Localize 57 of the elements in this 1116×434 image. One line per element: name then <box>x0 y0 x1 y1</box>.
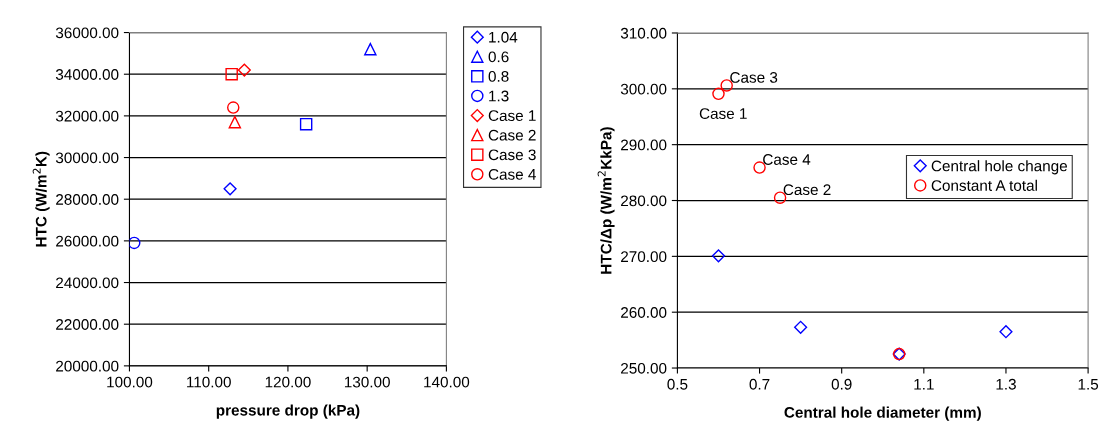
legend-label: 1.3 <box>489 90 509 102</box>
point <box>364 42 377 56</box>
point <box>794 320 808 334</box>
y-axis-title: HTC (W/m$^{2}$K) <box>32 151 50 247</box>
annotation: Case 4 <box>763 154 811 165</box>
legend-label: Case 4 <box>488 168 536 180</box>
legend-label: Central hole change <box>931 160 1067 175</box>
y-tick-label: 28000.00 <box>56 194 119 205</box>
x-tick-label: 1.1 <box>914 379 934 390</box>
y-tick-label: 250.00 <box>621 362 667 374</box>
y-tick-label: 36000.00 <box>55 27 119 39</box>
point <box>712 87 725 101</box>
y-tick-label: 22000.00 <box>56 319 119 330</box>
y-tick-label: 34000.00 <box>55 69 119 80</box>
legend-label: 0.8 <box>488 71 509 82</box>
x-tick-label: 110.00 <box>187 376 231 388</box>
annotation: Case 2 <box>783 184 831 196</box>
x-tick-label: 120.00 <box>265 376 311 388</box>
y-tick-label: 280.00 <box>621 195 667 207</box>
x-tick-label: 0.9 <box>831 378 852 390</box>
y-axis-title: HTC/Δp (W/m$^{2}$KkPa) <box>597 127 615 274</box>
legend-label: Case 2 <box>488 129 536 141</box>
legend-label: Case 1 <box>488 110 536 122</box>
x-tick-label: 1.5 <box>1078 379 1099 390</box>
point <box>228 115 242 129</box>
y-tick-label: 310.00 <box>620 27 667 39</box>
legend-label: Case 3 <box>488 149 536 161</box>
y-tick-label: 30000.00 <box>55 152 119 164</box>
x-tick-label: 0.5 <box>667 378 688 390</box>
y-tick-label: 24000.00 <box>56 277 119 289</box>
x-tick-label: 0.7 <box>749 378 770 390</box>
y-tick-label: 290.00 <box>621 139 667 151</box>
x-tick-label: 1.3 <box>996 378 1016 390</box>
point <box>129 236 141 250</box>
x-tick-label: 100.00 <box>107 376 153 388</box>
x-axis-title: pressure drop (kPa) <box>216 404 360 419</box>
point <box>223 182 237 196</box>
y-tick-label: 20000.00 <box>56 360 119 372</box>
y-tick-label: 32000.00 <box>55 110 119 122</box>
legend-label: Constant A total <box>931 179 1037 191</box>
x-tick-label: 130.00 <box>344 376 390 388</box>
annotation: Case 1 <box>699 108 747 119</box>
y-tick-label: 270.00 <box>621 251 667 263</box>
x-axis-title: Central hole diameter (mm) <box>784 406 981 421</box>
point <box>225 67 238 81</box>
legend-label: 1.04 <box>489 31 518 43</box>
legend-label: 0.6 <box>488 51 509 63</box>
point <box>999 325 1013 339</box>
x-tick-label: 140.00 <box>424 376 470 388</box>
point <box>227 101 240 114</box>
point <box>237 63 251 77</box>
point <box>711 249 726 263</box>
annotation: Case 3 <box>730 72 778 83</box>
y-tick-label: 260.00 <box>621 307 667 318</box>
y-tick-label: 26000.00 <box>56 235 119 247</box>
y-tick-label: 300.00 <box>620 83 667 95</box>
point <box>299 117 313 131</box>
